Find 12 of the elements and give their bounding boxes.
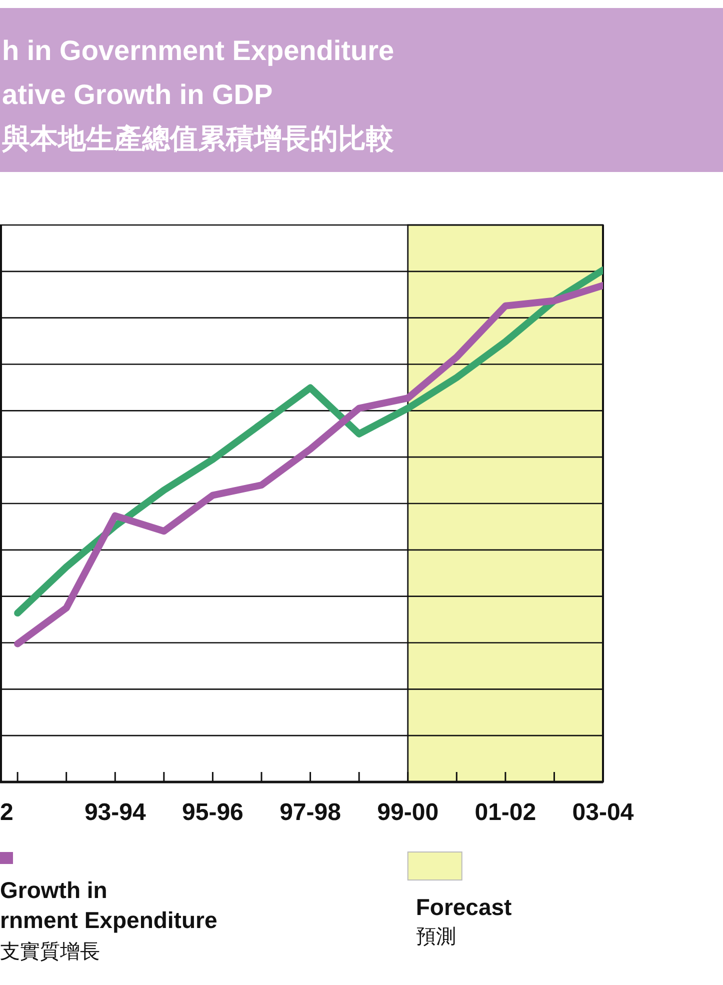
x-tick-label: 01-02 (474, 799, 536, 826)
legend-label: Growth in rnment Expenditure 支實質增長 (0, 877, 218, 963)
title: ative Growth in GDP (2, 79, 273, 110)
legend-label: Forecast 預測 (416, 894, 512, 948)
x-tick-label: 99-00 (377, 799, 439, 826)
x-tick-label: 93-94 (84, 799, 146, 826)
x-tick-label: 97-98 (280, 799, 341, 826)
x-tick-label: 95-96 (182, 799, 244, 826)
x-tick-label: 03-04 (572, 799, 634, 826)
title: 與本地生產總值累積增長的比較 (2, 123, 394, 154)
title: h in Government Expenditure (2, 35, 394, 66)
x-tick-label: 2 (0, 799, 14, 826)
